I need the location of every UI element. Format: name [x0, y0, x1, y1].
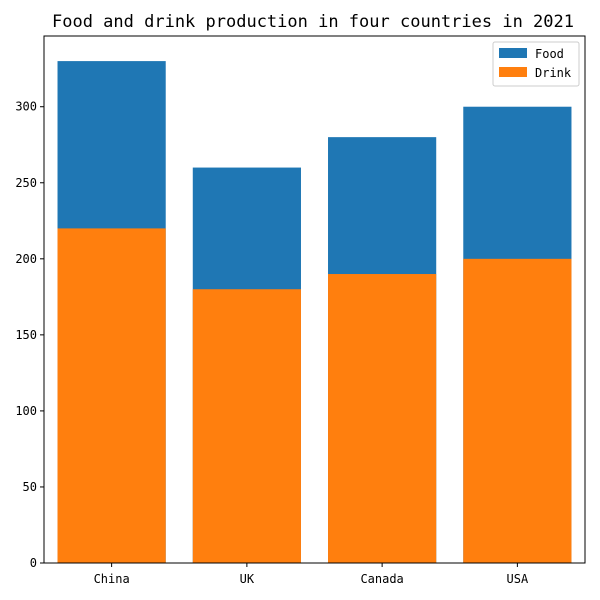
x-tick-label-china: China — [94, 572, 130, 586]
x-tick-label-usa: USA — [507, 572, 529, 586]
y-tick-label: 250 — [15, 176, 37, 190]
y-tick-label: 200 — [15, 252, 37, 266]
x-axis: China UK Canada USA — [94, 563, 529, 586]
y-tick-label: 100 — [15, 404, 37, 418]
bar-drink-uk — [192, 289, 301, 563]
y-tick-label: 150 — [15, 328, 37, 342]
plot-area — [57, 61, 572, 563]
legend: Food Drink — [492, 41, 580, 87]
legend-label-food: Food — [535, 47, 564, 61]
y-axis: 0 50 100 150 200 250 300 — [15, 100, 44, 570]
bar-drink-china — [57, 228, 166, 563]
y-tick-label: 0 — [30, 556, 37, 570]
bar-drink-canada — [328, 274, 437, 563]
legend-swatch-food — [499, 48, 527, 58]
x-tick-label-canada: Canada — [360, 572, 403, 586]
legend-label-drink: Drink — [535, 66, 572, 80]
x-tick-label-uk: UK — [240, 572, 255, 586]
legend-swatch-drink — [499, 67, 527, 77]
chart-title: Food and drink production in four countr… — [52, 12, 574, 32]
y-tick-label: 50 — [23, 480, 37, 494]
axes-frame — [43, 35, 586, 564]
bar-drink-usa — [463, 258, 572, 563]
y-tick-label: 300 — [15, 100, 37, 114]
